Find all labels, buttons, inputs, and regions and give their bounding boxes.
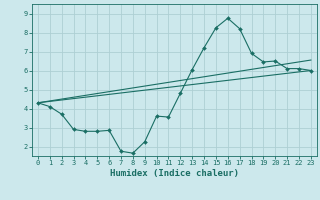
X-axis label: Humidex (Indice chaleur): Humidex (Indice chaleur) bbox=[110, 169, 239, 178]
